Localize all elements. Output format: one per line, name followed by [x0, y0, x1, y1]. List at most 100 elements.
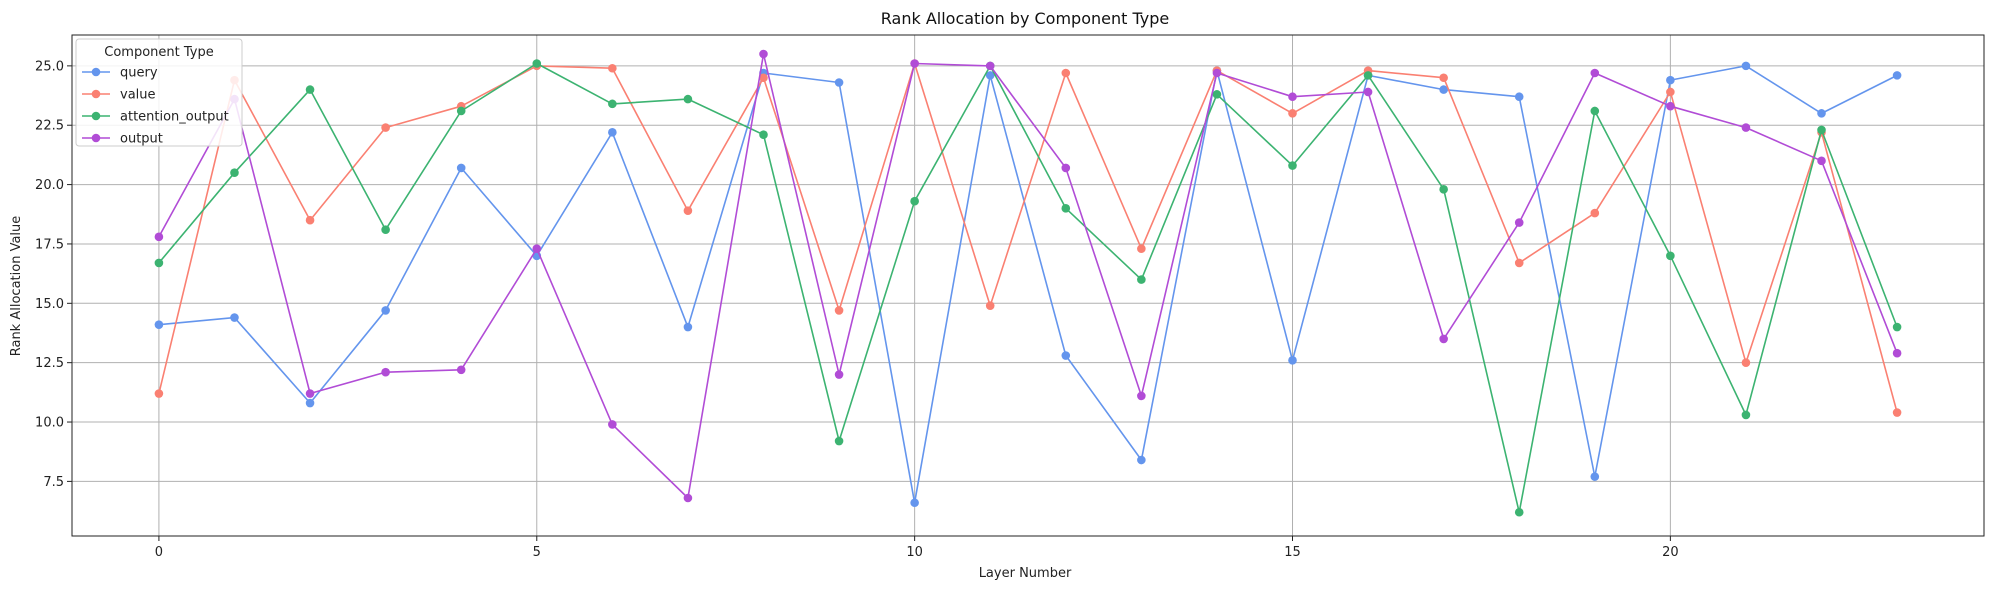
- data-point: [910, 196, 919, 206]
- y-tick-label: 12.5: [35, 356, 64, 371]
- legend-item: value: [82, 88, 156, 103]
- x-tick-label: 10: [906, 545, 923, 560]
- data-point: [1514, 507, 1524, 517]
- series-line: [158, 62, 1898, 413]
- grid-lines: [72, 35, 1984, 536]
- data-point: [985, 71, 995, 80]
- data-point: [1061, 68, 1071, 78]
- data-point: [1061, 163, 1071, 173]
- data-point: [1590, 208, 1600, 218]
- data-point: [1137, 391, 1146, 401]
- data-point: [834, 78, 844, 87]
- data-point: [154, 258, 164, 268]
- series-query: [154, 61, 1902, 508]
- x-tick-label: 15: [1284, 545, 1301, 560]
- data-point: [759, 49, 768, 59]
- data-point: [381, 367, 390, 377]
- data-point: [1666, 251, 1675, 261]
- data-point: [1817, 109, 1826, 118]
- legend-title: Component Type: [104, 45, 213, 60]
- data-point: [456, 365, 466, 375]
- data-point: [1137, 455, 1146, 465]
- data-point: [1590, 472, 1600, 481]
- series-group: [154, 49, 1902, 517]
- data-point: [834, 436, 844, 446]
- data-point: [1288, 355, 1297, 365]
- legend-swatch-marker: [91, 89, 101, 99]
- data-point: [381, 306, 390, 315]
- data-point: [1137, 244, 1146, 253]
- data-point: [1892, 348, 1902, 358]
- x-axis-label: Layer Number: [979, 566, 1072, 581]
- data-point: [1817, 156, 1826, 166]
- data-point: [1666, 101, 1675, 111]
- data-point: [1817, 125, 1826, 135]
- data-point: [1590, 106, 1600, 116]
- data-point: [456, 106, 466, 116]
- x-tick-label: 0: [155, 545, 163, 560]
- data-point: [381, 225, 390, 235]
- data-point: [305, 215, 315, 225]
- series-output: [154, 49, 1902, 503]
- data-point: [608, 420, 617, 429]
- data-point: [834, 370, 844, 379]
- legend-item: query: [82, 66, 158, 81]
- x-axis: 0 5 10 15 20: [155, 536, 1679, 560]
- data-point: [1892, 408, 1902, 417]
- legend-label: output: [120, 132, 163, 147]
- y-axis: 7.5 10.0 12.5 15.0 17.5 20.0 22.5 25.0: [35, 59, 72, 490]
- y-tick-label: 7.5: [43, 475, 64, 490]
- data-point: [985, 61, 995, 71]
- series-line: [158, 65, 1898, 504]
- data-point: [381, 123, 390, 132]
- data-point: [1288, 92, 1297, 102]
- y-tick-label: 10.0: [35, 416, 64, 431]
- data-point: [1061, 351, 1071, 360]
- series-line: [158, 53, 1898, 499]
- data-point: [1363, 87, 1373, 97]
- plot-frame: [71, 34, 1985, 537]
- data-point: [154, 232, 164, 242]
- data-point: [608, 63, 617, 73]
- data-point: [834, 306, 844, 315]
- y-tick-label: 22.5: [35, 119, 64, 134]
- data-point: [1288, 161, 1297, 170]
- data-point: [608, 99, 617, 109]
- data-point: [305, 85, 315, 94]
- legend-item: attention_output: [82, 110, 229, 125]
- data-point: [1892, 71, 1902, 80]
- legend-swatch-marker: [91, 67, 101, 77]
- data-point: [1666, 75, 1675, 85]
- data-point: [1514, 92, 1524, 102]
- data-point: [985, 301, 995, 310]
- series-line: [158, 62, 1898, 514]
- data-point: [608, 128, 617, 137]
- y-tick-label: 20.0: [35, 178, 64, 193]
- data-point: [305, 389, 315, 398]
- data-point: [1514, 258, 1524, 268]
- data-point: [230, 168, 239, 178]
- data-point: [532, 59, 542, 68]
- data-point: [1439, 334, 1448, 344]
- data-point: [1137, 275, 1146, 284]
- data-point: [910, 59, 919, 68]
- data-point: [1439, 73, 1448, 83]
- y-tick-label: 25.0: [35, 59, 64, 74]
- data-point: [910, 498, 919, 508]
- y-axis-label: Rank Allocation Value: [9, 216, 24, 357]
- x-tick-label: 20: [1662, 545, 1679, 560]
- data-point: [1590, 68, 1600, 78]
- x-tick-label: 5: [533, 545, 541, 560]
- y-tick-label: 15.0: [35, 297, 64, 312]
- legend-box: [75, 38, 243, 147]
- data-point: [1212, 68, 1222, 78]
- data-point: [1741, 358, 1751, 367]
- data-point: [1288, 109, 1297, 118]
- data-point: [1212, 90, 1222, 99]
- data-point: [305, 398, 315, 408]
- data-point: [1741, 410, 1751, 420]
- series-attention-output: [154, 59, 1902, 517]
- legend-swatch-marker: [91, 133, 101, 143]
- data-point: [1514, 218, 1524, 227]
